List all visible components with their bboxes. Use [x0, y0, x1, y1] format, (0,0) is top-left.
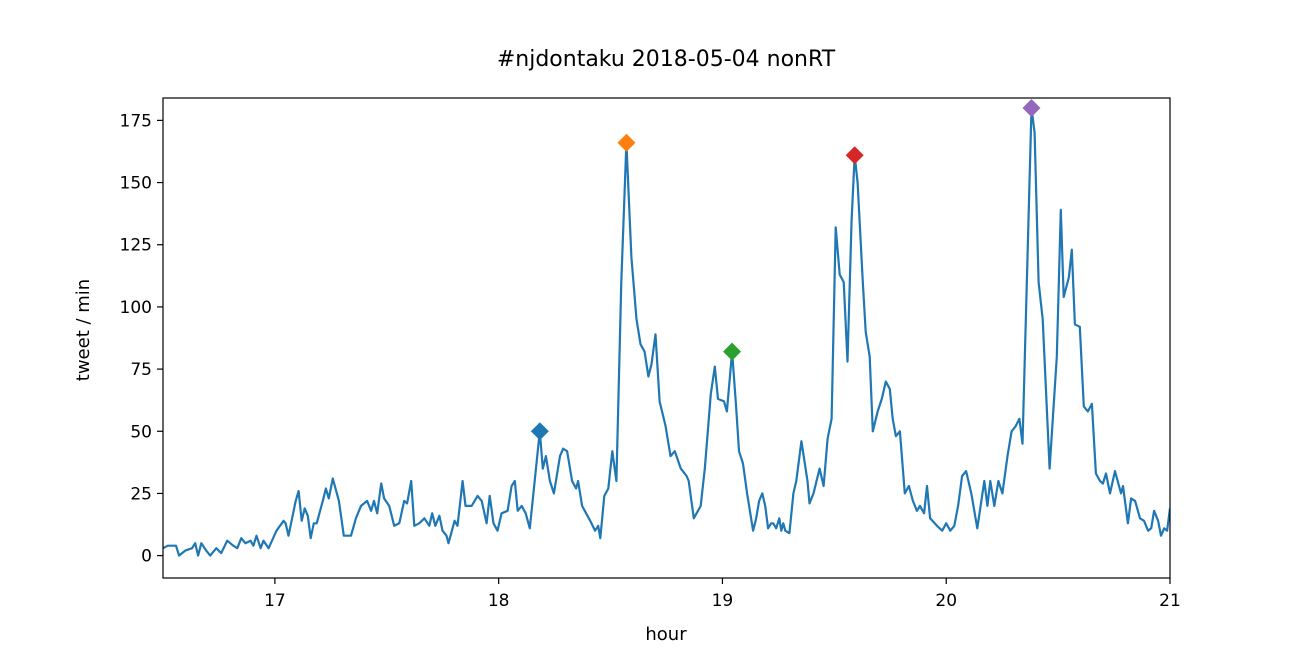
y-tick-label: 125	[120, 236, 152, 256]
x-tick-label: 18	[488, 591, 510, 611]
y-tick-label: 150	[120, 174, 152, 194]
peak-marker	[1022, 98, 1041, 117]
y-tick-label: 100	[120, 298, 152, 318]
x-tick-label: 21	[1159, 591, 1181, 611]
axes-frame	[162, 97, 1171, 579]
peak-marker	[530, 422, 549, 441]
x-axis-label: hour	[645, 624, 687, 645]
y-tick-label: 175	[120, 111, 152, 131]
x-tick-label: 20	[935, 591, 957, 611]
y-tick-label: 25	[130, 484, 152, 504]
y-axis-label: tweet / min	[73, 279, 94, 381]
x-tick-label: 19	[712, 591, 734, 611]
y-tick-label: 50	[130, 422, 152, 442]
x-axis: 17 18 19 20 21	[264, 578, 1181, 611]
y-tick-label: 0	[141, 547, 152, 567]
peak-marker	[845, 146, 864, 165]
y-axis: 0 25 50 75 100 125 150 175	[120, 111, 163, 567]
x-tick-label: 17	[264, 591, 286, 611]
y-tick-label: 75	[130, 360, 152, 380]
chart-title: #njdontaku 2018-05-04 nonRT	[497, 47, 836, 72]
peak-marker	[723, 342, 742, 361]
plot-area	[163, 98, 1170, 557]
series-line	[163, 106, 1170, 557]
peak-marker	[617, 133, 636, 152]
